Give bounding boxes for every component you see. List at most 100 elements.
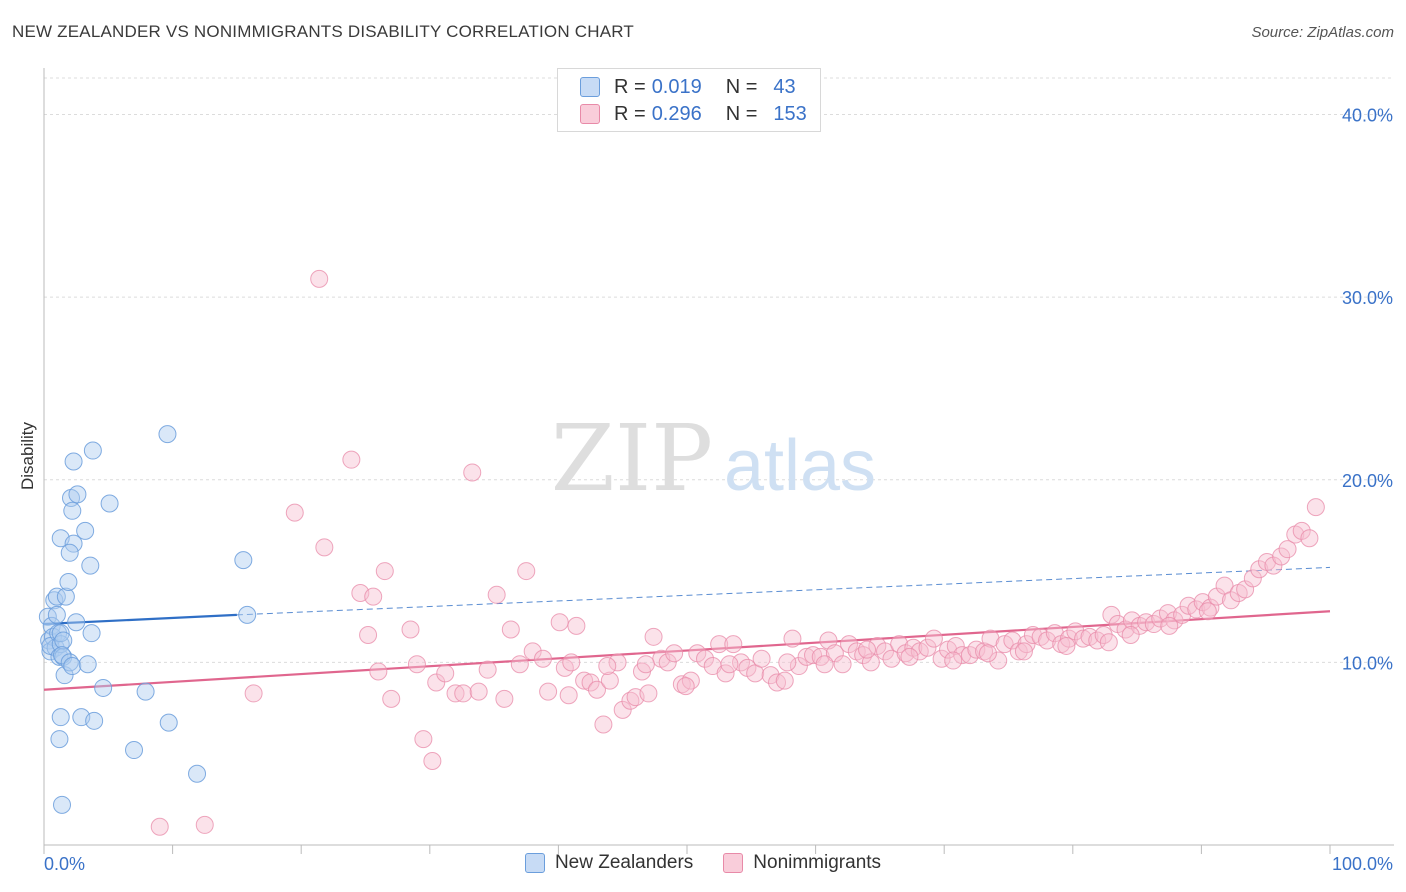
- data-point-nonimmigrants: [876, 642, 895, 661]
- data-point-new-zealanders: [238, 605, 257, 624]
- data-point-nonimmigrants: [478, 660, 497, 679]
- data-point-new-zealanders: [47, 605, 66, 624]
- legend-swatch-blue: [580, 77, 600, 97]
- data-point-nonimmigrants: [310, 269, 329, 288]
- data-point-new-zealanders: [38, 607, 57, 626]
- data-point-nonimmigrants: [789, 657, 808, 676]
- data-point-nonimmigrants: [463, 463, 482, 482]
- data-point-nonimmigrants: [768, 673, 787, 692]
- data-point-nonimmigrants: [1306, 498, 1325, 517]
- data-point-nonimmigrants: [720, 655, 739, 674]
- data-point-nonimmigrants: [581, 673, 600, 692]
- watermark-atlas: atlas: [724, 426, 876, 506]
- legend-r-label: R =: [614, 102, 646, 125]
- trend-lines: [43, 566, 1331, 691]
- legend-n-label: N =: [725, 102, 758, 125]
- series-new-zealanders: [38, 425, 257, 814]
- data-point-nonimmigrants: [407, 655, 426, 674]
- grid-lines: [44, 77, 1394, 663]
- data-point-nonimmigrants: [1066, 622, 1085, 641]
- tick-labels: 10.0% 20.0% 30.0% 40.0% 0.0% 100.0%: [44, 106, 1393, 874]
- data-point-new-zealanders: [51, 708, 70, 727]
- data-point-nonimmigrants: [658, 653, 677, 672]
- data-point-nonimmigrants: [724, 635, 743, 654]
- axes: [43, 68, 1394, 854]
- data-point-nonimmigrants: [644, 627, 663, 646]
- data-point-nonimmigrants: [1158, 604, 1177, 623]
- data-point-nonimmigrants: [427, 673, 446, 692]
- data-point-nonimmigrants: [285, 503, 304, 522]
- data-point-nonimmigrants: [1198, 602, 1217, 621]
- data-point-nonimmigrants: [375, 562, 394, 581]
- data-point-nonimmigrants: [523, 642, 542, 661]
- data-point-nonimmigrants: [946, 636, 965, 655]
- data-point-nonimmigrants: [858, 640, 877, 659]
- bottom-legend-nonimmigrants: Nonimmigrants: [723, 852, 881, 874]
- y-tick-label: 30.0%: [1342, 288, 1393, 308]
- data-point-nonimmigrants: [1074, 629, 1093, 648]
- data-point-nonimmigrants: [613, 700, 632, 719]
- data-point-new-zealanders: [188, 764, 207, 783]
- y-tick-label: 10.0%: [1342, 653, 1393, 673]
- data-point-nonimmigrants: [244, 684, 263, 703]
- legend-n-label: N =: [725, 75, 758, 98]
- data-point-nonimmigrants: [315, 538, 334, 557]
- data-point-nonimmigrants: [840, 635, 859, 654]
- data-point-nonimmigrants: [890, 635, 909, 654]
- data-point-nonimmigrants: [594, 715, 613, 734]
- data-point-nonimmigrants: [533, 649, 552, 668]
- data-point-nonimmigrants: [487, 585, 506, 604]
- data-point-new-zealanders: [64, 452, 83, 471]
- data-point-nonimmigrants: [150, 817, 169, 836]
- legend-r-label: R =: [614, 75, 646, 98]
- data-point-nonimmigrants: [953, 646, 972, 665]
- legend-r-value: 0.019: [651, 75, 702, 98]
- data-point-new-zealanders: [136, 682, 155, 701]
- legend-n-value: 43: [773, 75, 796, 98]
- data-point-new-zealanders: [64, 534, 83, 553]
- data-point-nonimmigrants: [989, 651, 1008, 670]
- data-point-nonimmigrants: [1173, 605, 1192, 624]
- data-point-nonimmigrants: [195, 815, 214, 834]
- y-tick-label: 20.0%: [1342, 471, 1393, 491]
- data-point-nonimmigrants: [369, 662, 388, 681]
- data-point-nonimmigrants: [1017, 635, 1036, 654]
- data-point-nonimmigrants: [469, 682, 488, 701]
- data-point-nonimmigrants: [382, 689, 401, 708]
- series-nonimmigrants: [150, 269, 1325, 836]
- data-point-new-zealanders: [81, 556, 100, 575]
- data-point-nonimmigrants: [918, 638, 937, 657]
- bottom-legend-swatch-pink: [723, 853, 744, 873]
- data-point-nonimmigrants: [608, 653, 627, 672]
- data-point-nonimmigrants: [924, 629, 943, 648]
- x-tick-label: 100.0%: [1332, 854, 1393, 874]
- data-point-new-zealanders: [67, 613, 86, 632]
- data-point-nonimmigrants: [446, 684, 465, 703]
- data-point-nonimmigrants: [562, 653, 581, 672]
- data-point-nonimmigrants: [815, 655, 834, 674]
- data-point-nonimmigrants: [575, 671, 594, 690]
- data-point-nonimmigrants: [436, 664, 455, 683]
- watermark-zip: ZIP: [551, 405, 713, 512]
- data-point-new-zealanders: [76, 521, 95, 540]
- data-point-nonimmigrants: [1187, 600, 1206, 619]
- data-point-nonimmigrants: [676, 677, 695, 696]
- data-point-nonimmigrants: [1160, 616, 1179, 635]
- y-axis-label: Disability: [18, 421, 37, 490]
- data-point-nonimmigrants: [559, 686, 578, 705]
- legend-row-new-zealanders: R = 0.019 N = 43: [580, 74, 796, 100]
- data-point-new-zealanders: [83, 441, 102, 460]
- data-point-nonimmigrants: [1116, 620, 1135, 639]
- legend-n-value: 153: [773, 102, 807, 125]
- data-point-nonimmigrants: [359, 625, 378, 644]
- trendline-nonimmigrants: [43, 610, 1331, 691]
- data-point-nonimmigrants: [1243, 569, 1262, 588]
- data-point-new-zealanders: [85, 711, 104, 730]
- data-point-new-zealanders: [82, 624, 101, 643]
- data-point-nonimmigrants: [932, 649, 951, 668]
- data-point-nonimmigrants: [1023, 625, 1042, 644]
- chart-title: NEW ZEALANDER VS NONIMMIGRANTS DISABILIT…: [12, 22, 634, 41]
- data-point-nonimmigrants: [1057, 636, 1076, 655]
- legend-swatch-pink: [580, 104, 600, 124]
- trendline-new-zealanders-extension: [236, 566, 1331, 616]
